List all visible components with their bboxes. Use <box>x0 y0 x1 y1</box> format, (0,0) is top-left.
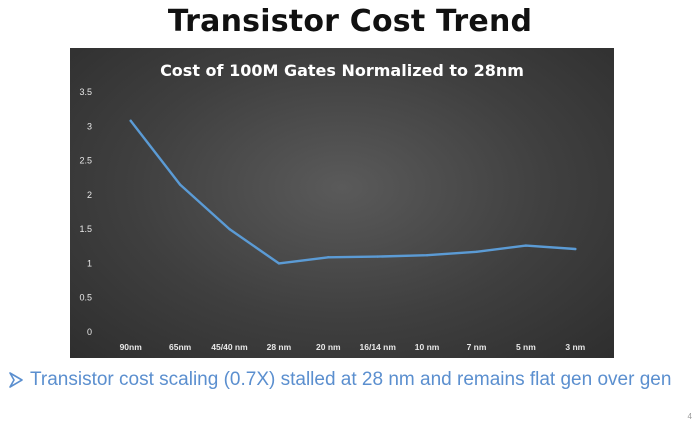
x-tick-label: 20 nm <box>316 342 341 352</box>
data-point <box>475 250 478 253</box>
arrow-bullet-icon <box>9 372 23 388</box>
y-tick-label: 1.5 <box>79 224 92 234</box>
chart-title: Cost of 100M Gates Normalized to 28nm <box>160 61 524 80</box>
data-point <box>178 183 182 186</box>
slide-title: Transistor Cost Trend <box>167 4 533 39</box>
x-tick-label: 16/14 nm <box>360 342 397 352</box>
x-tick-label: 7 nm <box>467 342 487 352</box>
data-point <box>277 262 281 265</box>
bullet-text: Transistor cost scaling (0.7X) stalled a… <box>30 369 672 390</box>
x-tick-label: 5 nm <box>516 342 536 352</box>
y-tick-label: 3.5 <box>79 87 92 97</box>
x-tick-label: 45/40 nm <box>211 342 248 352</box>
chart-panel: Cost of 100M Gates Normalized to 28nm 0 0.… <box>70 48 614 358</box>
x-tick-label: 65nm <box>169 342 192 352</box>
data-point <box>524 244 528 247</box>
y-tick-label: 1 <box>87 258 92 268</box>
x-tick-label: 10 nm <box>415 342 440 352</box>
data-point <box>574 247 577 251</box>
y-tick-label: 2.5 <box>79 156 92 166</box>
x-tick-label: 3 nm <box>565 342 585 352</box>
y-tick-label: 0.5 <box>79 293 92 303</box>
x-tick-label: 28 nm <box>267 342 292 352</box>
page-number: 4 <box>687 412 692 421</box>
x-tick-label: 90nm <box>120 342 143 352</box>
series-line <box>129 119 577 265</box>
data-point <box>376 255 379 258</box>
data-point <box>129 119 132 123</box>
data-point <box>425 254 429 257</box>
y-tick-label: 3 <box>87 121 92 131</box>
y-tick-label: 2 <box>87 190 92 200</box>
y-tick-label: 0 <box>87 327 92 337</box>
data-point <box>327 256 330 259</box>
line-chart: Cost of 100M Gates Normalized to 28nm 0 0.… <box>79 61 585 352</box>
data-point <box>228 227 231 231</box>
